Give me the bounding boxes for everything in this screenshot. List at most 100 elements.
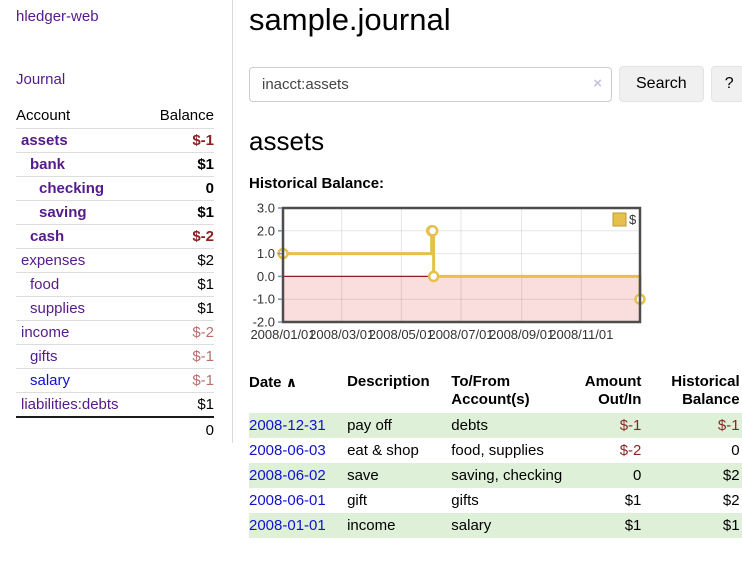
total-spacer — [16, 416, 146, 443]
account-link-gifts[interactable]: gifts — [30, 348, 58, 365]
transaction-description: pay off — [347, 417, 392, 434]
account-link-income[interactable]: income — [21, 324, 70, 341]
account-balance: $2 — [145, 248, 214, 273]
account-row: expenses $2 — [16, 248, 214, 273]
account-link-liabilities-debts[interactable]: liabilities:debts — [21, 396, 119, 413]
transaction-row: 2008-06-02 save saving, checking 0 $2 — [249, 463, 742, 488]
app-title: hledger-web — [16, 8, 214, 25]
account-row: income $-2 — [16, 320, 214, 345]
search-form: × Search ? — [249, 66, 742, 102]
transaction-date-link[interactable]: 2008-06-03 — [249, 442, 326, 459]
page-title: sample.journal — [249, 2, 451, 37]
account-balance: $1 — [145, 152, 214, 177]
svg-text:-1.0: -1.0 — [253, 292, 275, 307]
svg-text:2008/07/01: 2008/07/01 — [428, 327, 493, 342]
svg-text:2.0: 2.0 — [257, 223, 275, 238]
svg-text:3.0: 3.0 — [257, 202, 275, 216]
search-button[interactable]: Search — [619, 66, 704, 102]
svg-text:0.0: 0.0 — [257, 269, 275, 284]
accounts-header-row: Account Balance — [16, 104, 214, 129]
account-balance: $-1 — [145, 344, 214, 369]
account-balance: $-2 — [145, 320, 214, 345]
balance-column-header: Balance — [159, 107, 214, 124]
legend-label: $ — [629, 212, 637, 227]
historical-balance-chart: 3.0 2.0 1.0 0.0 -1.0 -2.0 2008/01/01 2008/03/01… — [249, 201, 742, 351]
transaction-balance: $-1 — [717, 417, 740, 434]
transaction-accounts: debts — [451, 417, 488, 434]
svg-text:2008/05/01: 2008/05/01 — [369, 327, 434, 342]
clear-search-icon[interactable]: × — [593, 74, 602, 92]
accounts-total-value: 0 — [145, 416, 214, 443]
account-link-bank[interactable]: bank — [30, 156, 66, 173]
account-row: food $1 — [16, 272, 214, 297]
transaction-row: 2008-01-01 income salary $1 $1 — [249, 513, 742, 538]
account-balance: $1 — [145, 272, 214, 297]
transaction-accounts: saving, checking — [451, 467, 563, 484]
app-window: hledger-web Journal Account Balance asse… — [16, 0, 742, 538]
date-column-header[interactable]: Date ∧ — [249, 371, 347, 413]
account-balance: $-1 — [145, 368, 214, 393]
account-link-food[interactable]: food — [30, 276, 60, 293]
svg-text:1.0: 1.0 — [257, 246, 275, 261]
account-balance: $-2 — [145, 224, 214, 249]
nav-journal: Journal — [16, 71, 214, 88]
transaction-amount: $-2 — [619, 442, 642, 459]
chart-title: Historical Balance: — [249, 175, 385, 192]
transaction-date-link[interactable]: 2008-06-02 — [249, 467, 326, 484]
account-heading: assets — [249, 126, 325, 156]
transaction-amount: 0 — [633, 467, 642, 484]
transaction-balance: $1 — [722, 517, 740, 534]
account-row: checking 0 — [16, 176, 214, 201]
legend-swatch — [612, 212, 627, 227]
transaction-balance: 0 — [731, 442, 740, 459]
journal-link[interactable]: Journal — [16, 71, 66, 88]
app-title-link[interactable]: hledger-web — [16, 8, 99, 25]
help-button[interactable]: ? — [710, 66, 742, 102]
transaction-accounts: gifts — [451, 492, 479, 509]
transaction-amount: $1 — [624, 517, 642, 534]
account-balance: 0 — [145, 176, 214, 201]
account-link-supplies[interactable]: supplies — [30, 300, 86, 317]
account-balance: $1 — [145, 296, 214, 321]
transaction-description: gift — [347, 492, 368, 509]
account-row: cash $-2 — [16, 224, 214, 249]
transaction-balance: $2 — [722, 492, 740, 509]
account-row: liabilities:debts $1 — [16, 392, 214, 417]
register-table: Date ∧ Description To/From Account(s) Am… — [249, 371, 742, 538]
chart-svg: 3.0 2.0 1.0 0.0 -1.0 -2.02008/01/012008/03/01… — [250, 201, 646, 342]
transaction-row: 2008-06-03 eat & shop food, supplies $-2 0 — [249, 438, 742, 463]
svg-text:2008/11/01: 2008/11/01 — [549, 327, 613, 342]
account-link-cash[interactable]: cash — [30, 228, 65, 245]
balance-column-header-main: Historical Balance — [671, 373, 740, 408]
transaction-date-link[interactable]: 2008-06-01 — [249, 492, 326, 509]
description-column-header: Description — [347, 373, 430, 390]
account-row: assets $-1 — [16, 128, 214, 153]
accounts-table-body: assets $-1 bank $1 checking 0 saving $1 cash $-2 e… — [16, 128, 214, 417]
account-row: salary $-1 — [16, 368, 214, 393]
amount-column-header: Amount Out/In — [584, 373, 642, 408]
search-input-wrap: × — [249, 66, 612, 102]
search-input[interactable] — [249, 66, 612, 102]
svg-text:2008/09/01: 2008/09/01 — [489, 327, 554, 342]
account-link-saving[interactable]: saving — [39, 204, 87, 221]
transaction-description: save — [347, 467, 379, 484]
account-link-checking[interactable]: checking — [39, 180, 105, 197]
transaction-date-link[interactable]: 2008-12-31 — [249, 417, 326, 434]
account-link-expenses[interactable]: expenses — [21, 252, 86, 269]
account-row: gifts $-1 — [16, 344, 214, 369]
account-row: supplies $1 — [16, 296, 214, 321]
transaction-amount: $-1 — [619, 417, 642, 434]
account-link-salary[interactable]: salary — [30, 372, 71, 389]
accounts-column-header: To/From Account(s) — [451, 373, 530, 408]
svg-text:2008/03/01: 2008/03/01 — [309, 327, 374, 342]
account-balance: $-1 — [145, 128, 214, 153]
account-row: bank $1 — [16, 152, 214, 177]
transaction-row: 2008-12-31 pay off debts $-1 $-1 — [249, 413, 742, 438]
transaction-accounts: salary — [451, 517, 492, 534]
svg-text:-2.0: -2.0 — [253, 315, 275, 330]
transaction-description: income — [347, 517, 396, 534]
transaction-date-link[interactable]: 2008-01-01 — [249, 517, 326, 534]
account-link-assets[interactable]: assets — [21, 132, 68, 149]
transaction-accounts: food, supplies — [451, 442, 544, 459]
transaction-description: eat & shop — [347, 442, 419, 459]
